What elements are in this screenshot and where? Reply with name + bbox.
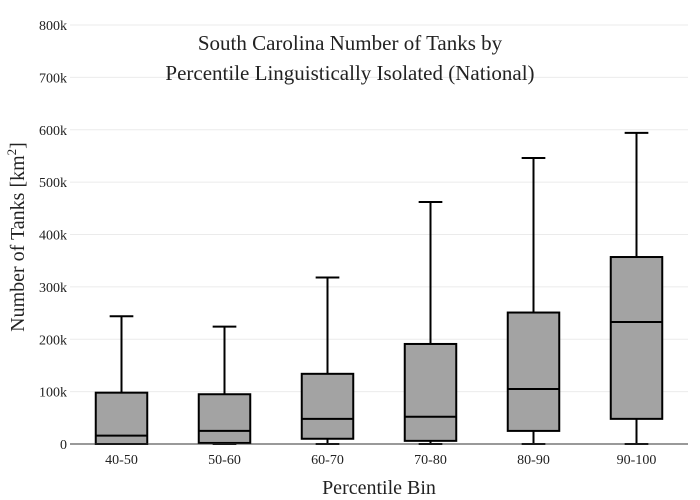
chart-title-line-2: Percentile Linguistically Isolated (Nati… [165, 61, 534, 85]
y-tick-label: 100k [39, 386, 67, 401]
y-axis-title-main: Number of Tanks [km [7, 155, 29, 332]
y-tick-label: 200k [39, 333, 67, 348]
iqr-box [197, 393, 252, 444]
y-tick-label: 300k [39, 281, 67, 296]
y-axis-ticks: 0 100k 200k 300k 400k 500k 600k 700k 800k [39, 19, 67, 453]
iqr-box [300, 372, 355, 440]
y-axis-title: Number of Tanks [km2] [4, 142, 29, 332]
y-axis-title-close: ] [7, 142, 29, 149]
gridlines [70, 24, 688, 393]
box-group-40-50 [94, 315, 149, 445]
x-tick-label: 50-60 [208, 453, 241, 468]
x-tick-label: 40-50 [105, 453, 138, 468]
y-tick-label: 700k [39, 71, 67, 86]
y-tick-label: 800k [39, 19, 67, 34]
chart-title-line-1: South Carolina Number of Tanks by [198, 31, 503, 55]
box-group-80-90 [506, 157, 561, 445]
box-group-70-80 [403, 201, 458, 445]
box-group-90-100 [609, 131, 664, 445]
x-tick-label: 60-70 [311, 453, 344, 468]
iqr-box [506, 311, 561, 432]
x-tick-label: 70-80 [414, 453, 447, 468]
iqr-box [403, 342, 458, 442]
x-tick-label: 80-90 [517, 453, 550, 468]
y-tick-label: 400k [39, 229, 67, 244]
y-tick-label: 500k [39, 176, 67, 191]
box-group-60-70 [300, 276, 355, 445]
iqr-box [609, 256, 664, 420]
box-group-50-60 [197, 325, 252, 445]
x-tick-label: 90-100 [617, 453, 657, 468]
y-tick-label: 0 [60, 438, 67, 453]
boxes [94, 131, 664, 445]
y-axis-title-superscript: 2 [4, 149, 19, 156]
x-axis-ticks: 40-50 50-60 60-70 70-80 80-90 90-100 [105, 453, 656, 468]
x-axis-title: Percentile Bin [322, 477, 436, 499]
y-tick-label: 600k [39, 124, 67, 139]
